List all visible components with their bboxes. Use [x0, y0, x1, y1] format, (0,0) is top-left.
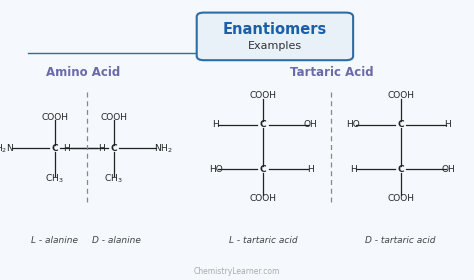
Text: CH$_3$: CH$_3$ — [104, 173, 123, 185]
Text: C: C — [397, 120, 404, 129]
Text: COOH: COOH — [41, 113, 68, 122]
Text: OH: OH — [441, 165, 455, 174]
Text: COOH: COOH — [250, 194, 276, 203]
Text: HO: HO — [346, 120, 360, 129]
Text: H: H — [307, 165, 314, 174]
Text: L - tartaric acid: L - tartaric acid — [229, 236, 297, 245]
Text: H: H — [99, 144, 105, 153]
Text: H: H — [445, 120, 451, 129]
Text: C: C — [110, 144, 117, 153]
Text: C: C — [51, 144, 58, 153]
Text: C: C — [260, 165, 266, 174]
FancyBboxPatch shape — [197, 13, 353, 60]
Text: OH: OH — [303, 120, 318, 129]
Text: C: C — [260, 120, 266, 129]
Text: H$_2$N: H$_2$N — [0, 142, 14, 155]
Text: L - alanine: L - alanine — [31, 236, 78, 245]
Text: H: H — [212, 120, 219, 129]
Text: COOH: COOH — [250, 91, 276, 100]
Text: D - alanine: D - alanine — [91, 236, 141, 245]
Text: Amino Acid: Amino Acid — [46, 66, 120, 79]
Text: Examples: Examples — [248, 41, 302, 51]
Text: COOH: COOH — [100, 113, 127, 122]
Text: D - tartaric acid: D - tartaric acid — [365, 236, 436, 245]
Text: NH$_2$: NH$_2$ — [154, 142, 173, 155]
Text: COOH: COOH — [387, 194, 414, 203]
Text: H: H — [63, 144, 70, 153]
Text: COOH: COOH — [387, 91, 414, 100]
Text: ChemistryLearner.com: ChemistryLearner.com — [194, 267, 280, 276]
Text: HO: HO — [209, 165, 223, 174]
Text: C: C — [397, 165, 404, 174]
Text: Enantiomers: Enantiomers — [223, 22, 327, 37]
Text: H: H — [350, 165, 356, 174]
Text: CH$_3$: CH$_3$ — [45, 173, 64, 185]
Text: Tartaric Acid: Tartaric Acid — [290, 66, 374, 79]
